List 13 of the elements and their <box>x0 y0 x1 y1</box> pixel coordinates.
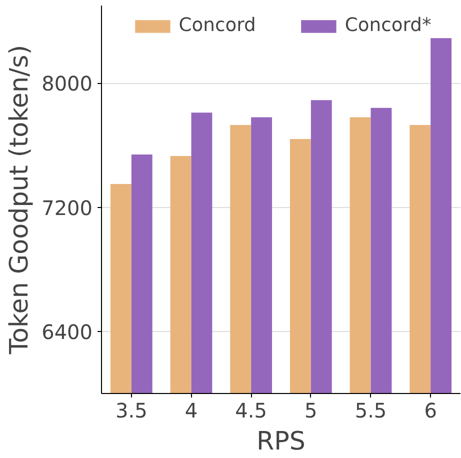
x-tick-label: 3.5 <box>116 398 148 422</box>
x-tick-label: 5 <box>304 398 318 422</box>
x-tick-label: 4.5 <box>235 398 267 422</box>
x-tick-label: 6 <box>424 398 437 422</box>
legend-label: Concord <box>178 15 256 36</box>
x-tick-label: 5.5 <box>354 398 387 422</box>
y-tick-label: 8000 <box>42 72 93 96</box>
y-axis-title: Token Goodput (token/s) <box>4 44 34 356</box>
y-tick-label: 7200 <box>42 196 93 220</box>
x-axis-title: RPS <box>256 426 306 456</box>
legend-label: Concord* <box>344 15 432 36</box>
y-tick-label: 6400 <box>42 320 93 344</box>
x-tick-label: 4 <box>184 398 198 422</box>
